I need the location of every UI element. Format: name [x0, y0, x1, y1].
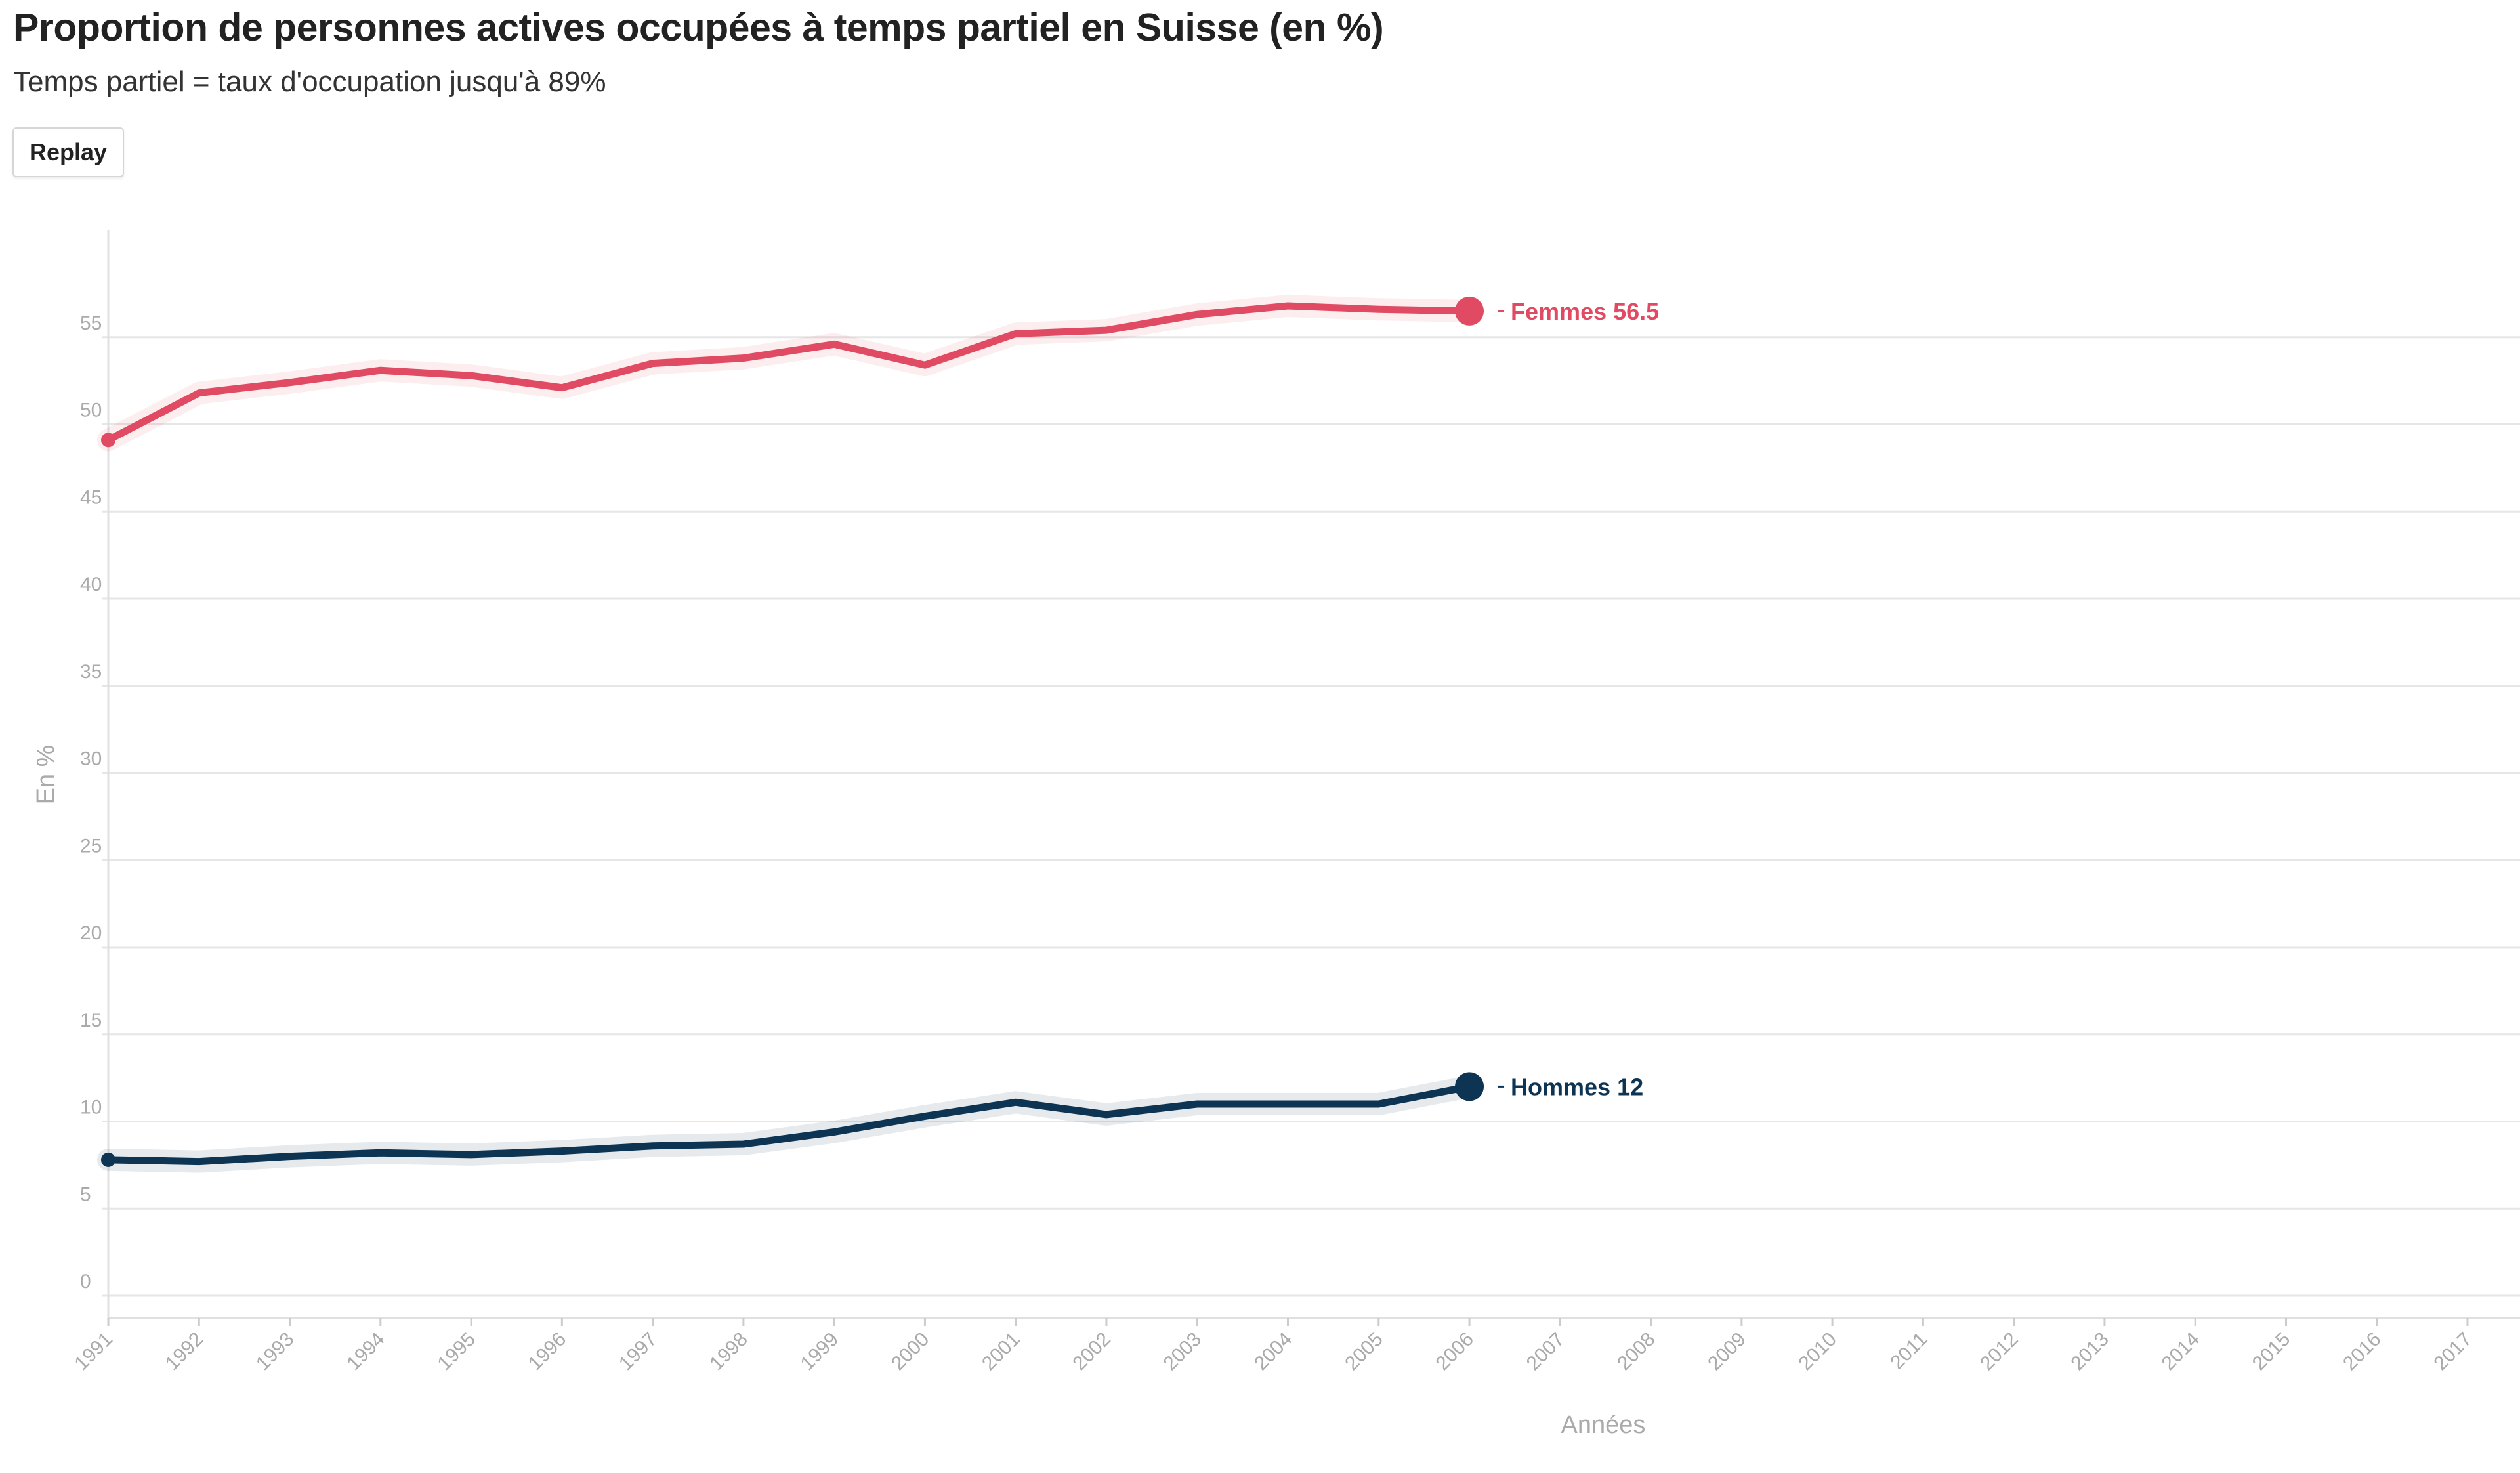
- x-tick-label: 2004: [1250, 1329, 1297, 1375]
- chart-title: Proportion de personnes actives occupées…: [13, 6, 1384, 49]
- x-tick-label: 2011: [1886, 1329, 1931, 1374]
- x-tick-label: 1997: [615, 1329, 662, 1375]
- x-tick-label: 2002: [1068, 1329, 1115, 1375]
- y-axis-title: En %: [32, 745, 60, 805]
- series-lines: [97, 295, 1484, 1173]
- chart-subtitle: Temps partiel = taux d'occupation jusqu'…: [13, 66, 606, 98]
- x-tick-label: 2001: [978, 1329, 1024, 1375]
- x-tick-label: 2017: [2429, 1329, 2476, 1375]
- x-tick-label: 2010: [1795, 1329, 1841, 1375]
- series-start-point-hommes: [101, 1152, 116, 1167]
- replay-button[interactable]: Replay: [12, 127, 125, 177]
- x-tick-label: 2015: [2248, 1329, 2295, 1375]
- x-tick-label: 2000: [887, 1329, 934, 1375]
- x-tick-label: 2012: [1976, 1329, 2023, 1375]
- end-label-femmes: Femmes 56.5: [1511, 298, 1659, 325]
- y-tick-label: 40: [80, 574, 102, 595]
- x-tick-label: 2009: [1704, 1329, 1750, 1375]
- end-label-hommes: Hommes 12: [1511, 1073, 1643, 1100]
- axes: [107, 230, 2520, 1319]
- x-tick-label: 2014: [2158, 1329, 2204, 1375]
- x-tick-label: 2003: [1160, 1329, 1206, 1375]
- series-end-labels: Femmes 56.5 Hommes 12: [1498, 298, 1659, 1100]
- x-tick-label: 1991: [70, 1329, 117, 1375]
- y-tick-label: 35: [80, 661, 102, 683]
- y-tick-label: 0: [80, 1271, 91, 1292]
- y-tick-label: 15: [80, 1010, 102, 1031]
- x-tick-label: 1998: [705, 1329, 752, 1375]
- y-tick-label: 45: [80, 486, 102, 508]
- x-tick-label: 2013: [2067, 1329, 2113, 1375]
- gridlines: [102, 336, 2520, 1297]
- y-tick-label: 50: [80, 400, 102, 421]
- series-start-point-femmes: [101, 433, 116, 448]
- x-tick-label: 2016: [2339, 1329, 2385, 1375]
- series-halo-femmes: [97, 295, 1480, 452]
- x-axis-title: Années: [1561, 1411, 1646, 1439]
- x-tick-label: 2006: [1431, 1329, 1478, 1375]
- y-tick-label: 10: [80, 1097, 102, 1119]
- x-tick-label: 1999: [797, 1329, 843, 1375]
- series-line-femmes: [104, 302, 1473, 444]
- x-tick-label: 1996: [524, 1329, 571, 1375]
- y-tick-label: 55: [80, 312, 102, 334]
- series-end-point-hommes: [1455, 1072, 1484, 1101]
- y-tick-label: 5: [80, 1184, 91, 1205]
- x-tick-label: 1993: [252, 1329, 299, 1375]
- x-tick-label: 1992: [161, 1329, 208, 1375]
- y-tick-labels: 0 5 10 15 20 25 30 35 40 45 50 55: [80, 312, 102, 1292]
- series-line-hommes: [104, 1082, 1473, 1166]
- x-tick-label: 2005: [1341, 1329, 1387, 1375]
- x-tick-labels: 1991 1992 1993 1994 1995 1996 1997 1998 1999 2000…: [70, 1318, 2476, 1375]
- series-end-point-femmes: [1455, 296, 1484, 326]
- x-tick-label: 2008: [1613, 1329, 1660, 1375]
- x-tick-label: 1995: [433, 1329, 480, 1375]
- x-tick-label: 2007: [1522, 1329, 1569, 1375]
- x-tick-label: 1994: [343, 1329, 389, 1375]
- y-tick-label: 25: [80, 835, 102, 857]
- y-tick-label: 30: [80, 748, 102, 770]
- series-halo-hommes: [97, 1075, 1480, 1173]
- y-tick-label: 20: [80, 922, 102, 944]
